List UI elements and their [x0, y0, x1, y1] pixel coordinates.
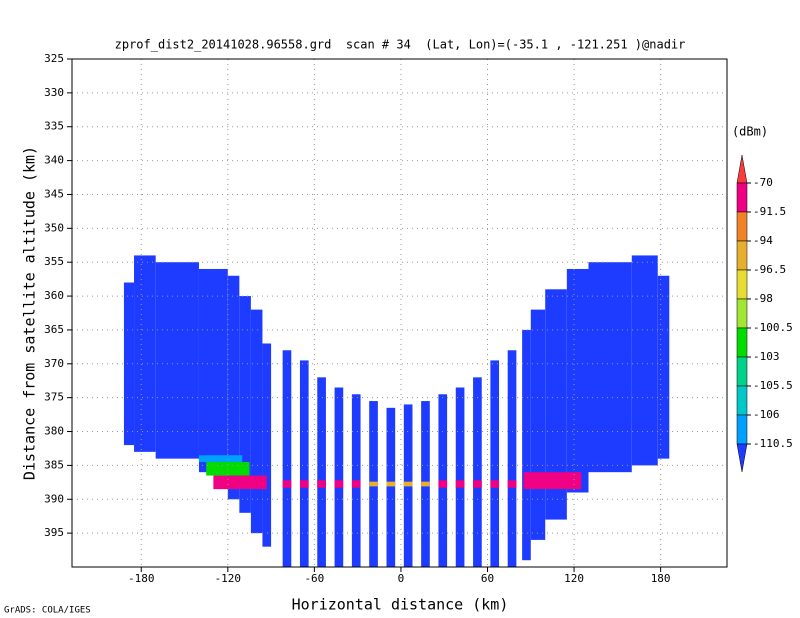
colorbar-tick-label: -96.5: [753, 263, 786, 276]
data-region: [545, 289, 567, 520]
data-region: [282, 350, 292, 567]
data-region: [239, 296, 251, 513]
colorbar-segment: [736, 356, 748, 387]
credit: GrADS: COLA/IGES: [4, 606, 91, 616]
colorbar-tick-label: -98: [753, 292, 773, 305]
colorbar-tick-label: -110.5: [753, 437, 793, 450]
x-tick-label: 180: [651, 572, 671, 585]
data-region: [334, 387, 344, 567]
y-tick-label: 375: [44, 391, 64, 404]
colorbar-tick-label: -103: [753, 350, 780, 363]
data-region: [522, 329, 531, 561]
data-region: [299, 360, 309, 567]
data-region: [351, 480, 361, 488]
data-region: [262, 343, 272, 547]
data-region: [631, 255, 658, 466]
data-region: [198, 455, 243, 463]
colorbar-segment: [736, 154, 748, 184]
data-region: [473, 480, 482, 488]
data-region: [206, 462, 250, 476]
data-region: [334, 480, 344, 488]
colorbar-segment: [736, 327, 748, 358]
colorbar-tick-label: -100.5: [753, 321, 793, 334]
plot-frame: [71, 58, 728, 568]
data-region: [490, 360, 500, 567]
data-region: [386, 407, 396, 567]
data-region: [386, 481, 396, 487]
y-tick-label: 355: [44, 255, 64, 268]
y-tick-label: 390: [44, 492, 64, 505]
data-region: [455, 480, 465, 488]
y-tick-label: 385: [44, 458, 64, 471]
data-region: [134, 255, 156, 452]
y-axis-label: Distance from satellite altitude (km): [21, 146, 39, 480]
x-tick-label: -180: [128, 572, 155, 585]
colorbar-tick-label: -91.5: [753, 205, 786, 218]
x-tick-label: 0: [398, 572, 405, 585]
data-region: [657, 275, 670, 459]
data-region: [155, 262, 199, 459]
x-tick-label: -120: [215, 572, 242, 585]
data-region: [523, 472, 582, 490]
colorbar-segment: [736, 182, 748, 213]
data-region: [403, 481, 413, 487]
y-tick-label: 370: [44, 357, 64, 370]
y-tick-label: 360: [44, 289, 64, 302]
colorbar-tick-label: -94: [753, 234, 773, 247]
colorbar-segment: [736, 414, 748, 445]
colorbar-tick-label: -106: [753, 408, 780, 421]
colorbar-tick-label: -70: [753, 176, 773, 189]
data-region: [438, 480, 448, 488]
data-region: [317, 377, 326, 567]
y-tick-label: 350: [44, 221, 64, 234]
colorbar-segment: [736, 211, 748, 242]
y-tick-label: 330: [44, 86, 64, 99]
data-region: [507, 350, 517, 567]
data-region: [530, 309, 546, 540]
data-region: [123, 282, 135, 446]
y-tick-label: 395: [44, 526, 64, 539]
colorbar-segment: [736, 443, 748, 473]
data-region: [282, 480, 292, 488]
data-region: [369, 481, 378, 487]
chart-title: zprof_dist2_20141028.96558.grd scan # 34…: [115, 38, 686, 52]
colorbar-segment: [736, 269, 748, 300]
data-region: [317, 480, 326, 488]
y-tick-label: 325: [44, 52, 64, 65]
colorbar-label: (dBm): [732, 125, 768, 139]
y-tick-label: 365: [44, 323, 64, 336]
colorbar-segment: [736, 385, 748, 416]
x-tick-label: -60: [304, 572, 324, 585]
colorbar-segment: [736, 240, 748, 271]
colorbar-segment: [736, 298, 748, 329]
x-tick-label: 120: [564, 572, 584, 585]
y-tick-label: 335: [44, 120, 64, 133]
x-tick-label: 60: [481, 572, 494, 585]
data-region: [473, 377, 482, 567]
colorbar-tick-label: -105.5: [753, 379, 793, 392]
y-tick-label: 380: [44, 425, 64, 438]
x-axis-label: Horizontal distance (km): [292, 596, 509, 614]
data-region: [250, 309, 263, 534]
data-region: [198, 268, 228, 473]
data-region: [455, 387, 465, 567]
y-tick-label: 345: [44, 187, 64, 200]
data-region: [299, 480, 309, 488]
data-region: [507, 480, 517, 488]
y-tick-label: 340: [44, 154, 64, 167]
data-region: [213, 475, 267, 490]
data-region: [421, 481, 430, 487]
data-region: [490, 480, 500, 488]
data-region: [588, 262, 632, 473]
data-region: [566, 268, 589, 493]
data-region: [227, 275, 240, 500]
